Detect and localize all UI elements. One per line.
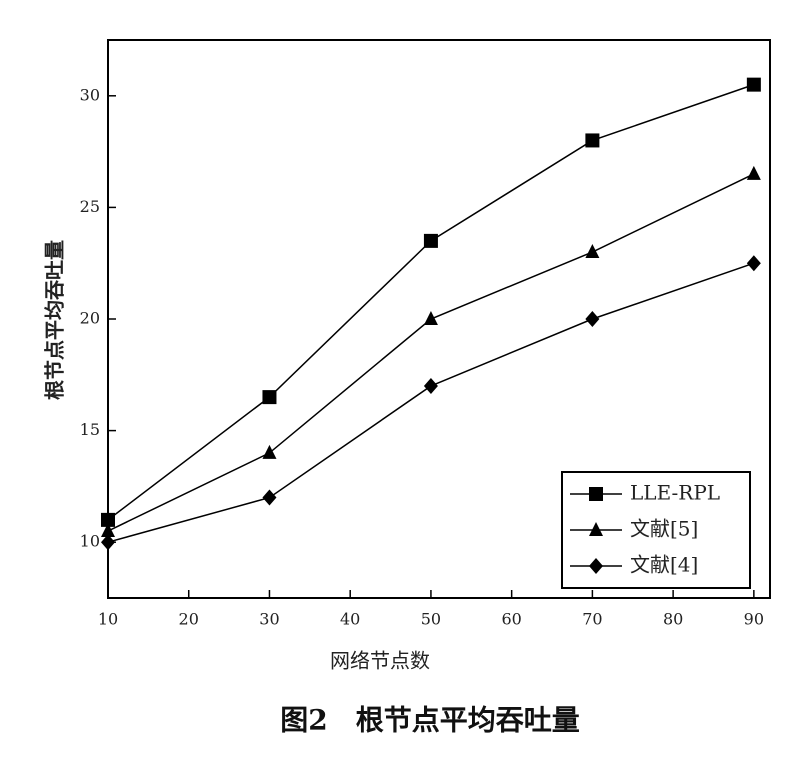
x-tick-label: 20	[179, 610, 199, 629]
marker	[746, 165, 761, 180]
marker	[589, 522, 603, 536]
y-tick-label: 30	[80, 85, 100, 104]
marker	[101, 523, 115, 538]
x-tick-label: 10	[98, 610, 118, 629]
marker	[101, 534, 115, 551]
y-tick-label: 20	[80, 309, 100, 328]
x-axis-label: 网络节点数	[330, 649, 430, 673]
marker	[585, 133, 600, 148]
x-tick-label: 90	[744, 610, 764, 629]
x-tick-label: 30	[259, 610, 279, 629]
marker	[585, 244, 600, 259]
marker	[423, 311, 438, 325]
marker	[423, 377, 438, 394]
y-tick-label: 10	[80, 532, 100, 551]
legend-label: 文献[5]	[630, 517, 698, 541]
marker	[262, 390, 277, 405]
legend-label: 文献[4]	[630, 553, 698, 577]
marker	[101, 512, 115, 527]
marker	[746, 77, 761, 92]
marker	[585, 311, 600, 327]
marker	[423, 233, 438, 248]
marker	[589, 558, 603, 574]
marker	[262, 444, 277, 459]
y-tick-label: 15	[80, 420, 100, 439]
marker	[589, 487, 603, 501]
y-axis-label: 根节点平均吞吐量	[43, 240, 67, 400]
x-tick-label: 40	[340, 610, 360, 629]
marker	[262, 489, 277, 506]
caption: 图2 根节点平均吞吐量	[280, 704, 579, 737]
legend-label: LLE-RPL	[630, 481, 720, 505]
x-tick-label: 50	[421, 610, 441, 629]
x-tick-label: 60	[501, 610, 521, 629]
x-tick-label: 70	[582, 610, 602, 629]
series-line	[107, 83, 755, 521]
x-tick-label: 80	[663, 610, 683, 629]
marker	[746, 255, 761, 272]
y-tick-label: 25	[80, 197, 100, 216]
